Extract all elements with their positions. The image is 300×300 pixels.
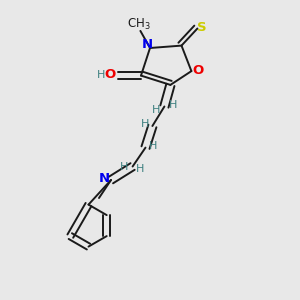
Text: N: N (99, 172, 110, 185)
Text: H: H (152, 105, 160, 115)
Text: O: O (193, 64, 204, 77)
Text: O: O (105, 68, 116, 81)
Text: H: H (136, 164, 145, 175)
Text: H: H (140, 119, 149, 129)
Text: N: N (141, 38, 153, 51)
Text: H: H (149, 141, 158, 151)
Text: H: H (120, 161, 129, 172)
Text: S: S (197, 21, 207, 34)
Text: CH$_3$: CH$_3$ (128, 17, 151, 32)
Text: H: H (97, 70, 106, 80)
Text: H: H (169, 100, 178, 110)
